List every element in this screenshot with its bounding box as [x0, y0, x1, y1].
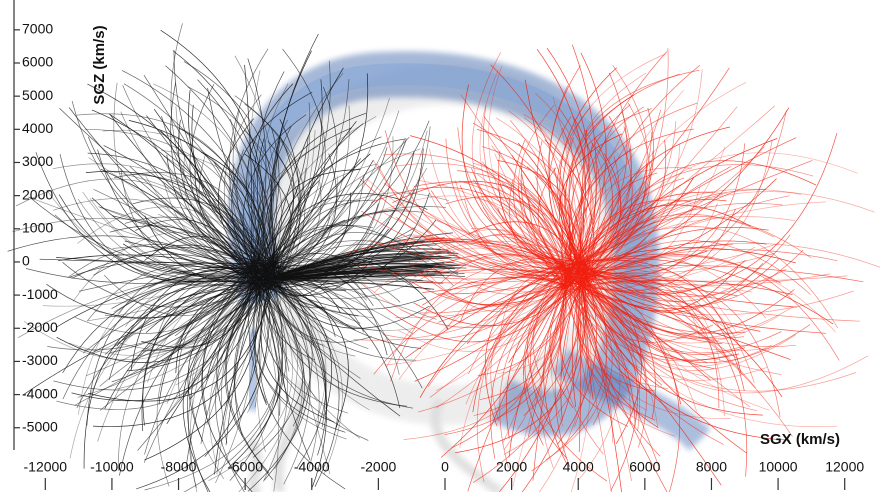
y-tick-label: -3000 — [22, 352, 58, 368]
y-tick-label: 0 — [22, 253, 30, 269]
x-tick-label: 6000 — [629, 459, 660, 475]
x-tick-label: 4000 — [563, 459, 594, 475]
x-tick-label: 10000 — [759, 459, 798, 475]
y-tick-label: -2000 — [22, 319, 58, 335]
x-tick-label: -2000 — [360, 459, 396, 475]
y-tick-label: -5000 — [22, 418, 58, 434]
y-tick-label: 2000 — [22, 186, 53, 202]
x-tick-label: 12000 — [825, 459, 864, 475]
x-tick-label: 8000 — [696, 459, 727, 475]
x-tick-label: -12000 — [24, 459, 68, 475]
x-tick-label: 2000 — [496, 459, 527, 475]
y-tick-label: 3000 — [22, 153, 53, 169]
y-tick-label: 5000 — [22, 87, 53, 103]
x-axis-title: SGX (km/s) — [760, 431, 840, 448]
y-tick-label: -1000 — [22, 286, 58, 302]
x-tick-label: -8000 — [161, 459, 197, 475]
y-tick-label: 4000 — [22, 120, 53, 136]
y-axis-title: SGZ (km/s) — [91, 25, 108, 104]
y-tick-label: 7000 — [22, 21, 53, 37]
x-tick-label: 0 — [441, 459, 449, 475]
y-tick-label: 6000 — [22, 54, 53, 70]
x-tick-label: -10000 — [90, 459, 134, 475]
x-tick-label: -6000 — [227, 459, 263, 475]
y-tick-label: 1000 — [22, 219, 53, 235]
x-tick-label: -4000 — [294, 459, 330, 475]
y-tick-label: -4000 — [22, 385, 58, 401]
